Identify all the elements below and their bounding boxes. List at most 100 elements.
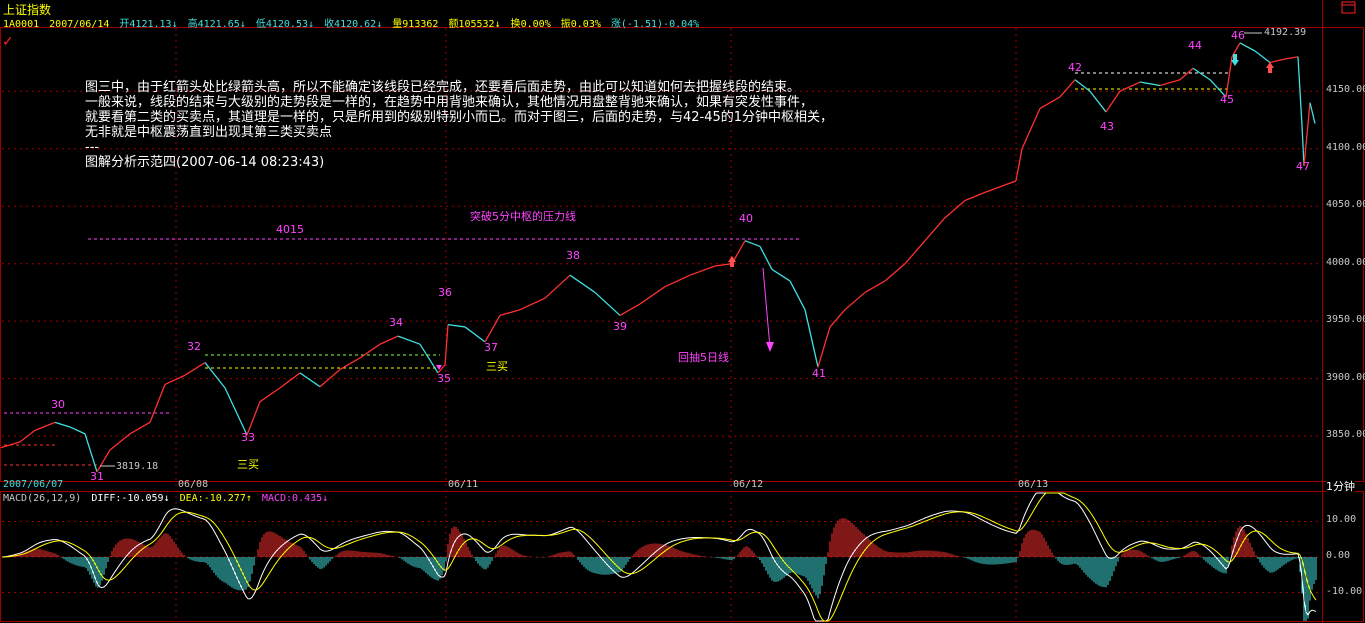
pressure-value-label: 4015 [276, 223, 304, 236]
price-segment [544, 274, 571, 299]
quote-info-bar: 1A0001 2007/06/14 开4121.13↓ 高4121.65↓ 低4… [3, 15, 703, 30]
amount: 额105532 [448, 19, 495, 30]
price-segment [519, 297, 546, 311]
third-buy-label-2: 三买 [486, 360, 508, 373]
price-segment [789, 280, 806, 310]
price-segment [444, 324, 449, 365]
pressure-line-label: 突破5分中枢的压力线 [470, 210, 576, 223]
pullback-arrow [762, 267, 771, 349]
price-segment [397, 335, 421, 345]
macd-y-tick-label: 0.00 [1326, 550, 1351, 561]
green-down-arrow [1231, 60, 1239, 66]
x-tick-label: 06/13 [1018, 479, 1049, 490]
price-segment [164, 374, 186, 386]
price-segment [319, 368, 341, 388]
price-segment [744, 240, 761, 248]
segment-label-36: 36 [438, 286, 452, 299]
annotation-line: 图解分析示范四(2007-06-14 08:23:43) [85, 155, 325, 170]
price-segment [224, 387, 248, 436]
price-segment [1074, 79, 1091, 92]
price-segment [594, 291, 621, 316]
price-segment [339, 357, 361, 371]
down-arrow-icon: ↓ [239, 19, 246, 30]
marker-35 [436, 365, 442, 370]
segment-label-39: 39 [613, 320, 627, 333]
price-segment [464, 326, 486, 343]
red-up-arrow-2-stem [1268, 68, 1272, 73]
amplitude: 振0.03% [560, 19, 601, 30]
price-segment [1179, 67, 1194, 81]
price-segment [1303, 102, 1311, 167]
turnover: 换0.00% [510, 19, 551, 30]
price-segment [359, 343, 381, 359]
price-segment [924, 217, 946, 242]
code: 1A0001 [3, 19, 40, 30]
price-segment [689, 265, 716, 276]
macd-y-tick-label: -10.00 [1326, 585, 1363, 597]
annotation-line: 一般来说，线段的结束与大级别的走势段是一样的，在趋势中用背驰来确认，其他情况用盘… [85, 95, 814, 110]
x-tick-label: 06/11 [448, 479, 479, 490]
macd-dea: DEA:-10.277 [179, 493, 246, 504]
annotation-text: 图三中，由于红箭头处比绿箭头高，所以不能确定该线段已经完成，还要看后面走势，由此… [85, 80, 1005, 170]
down-arrow-icon: ↓ [322, 493, 329, 504]
annotation-line: 就要看第二类的买卖点，其道理是一样的，只是所用到的级别特别小而已。而对于图三，后… [85, 110, 834, 125]
price-segment [944, 199, 966, 219]
price-segment [984, 180, 1017, 194]
up-arrow-icon: ↑ [245, 493, 252, 504]
annotation-line: --- [85, 140, 100, 155]
price-segment [1301, 125, 1305, 167]
price-segment [759, 246, 773, 270]
date: 2007/06/14 [49, 19, 110, 30]
price-segment [0, 441, 21, 449]
x-tick-label: 2007/06/07 [3, 479, 64, 490]
price-segment [204, 362, 226, 389]
price-segment [19, 429, 36, 443]
price-segment [379, 335, 399, 345]
price-segment [447, 323, 466, 328]
price-segment [884, 263, 906, 282]
high-price-label: 4192.39 [1264, 27, 1307, 38]
third-buy-label-1: 三买 [237, 458, 259, 471]
pullback-label: 回抽5日线 [678, 351, 729, 364]
segment-label-45: 45 [1220, 93, 1234, 106]
segment-label-43: 43 [1100, 120, 1114, 133]
red-up-arrow [728, 256, 736, 262]
macd-y-tick-label: 10.00 [1326, 514, 1357, 526]
price-segment [1015, 148, 1023, 182]
price-segment [1159, 79, 1181, 87]
close: 收4120.62 [324, 19, 377, 30]
price-segment [1225, 56, 1233, 98]
macd-value: MACD:0.435 [261, 493, 323, 504]
price-segment [639, 286, 666, 305]
red-up-arrow-2 [1266, 62, 1274, 68]
segment-label-33: 33 [241, 431, 255, 444]
price-segment [1284, 56, 1299, 60]
segment-label-42: 42 [1068, 61, 1082, 74]
price-segment [1269, 58, 1286, 64]
open: 开4121.13 [119, 19, 172, 30]
level-lines [4, 72, 1228, 466]
segment-label-35: 35 [437, 372, 451, 385]
macd-name: MACD(26,12,9) [3, 493, 82, 504]
annotation-line: 图三中，由于红箭头处比绿箭头高，所以不能确定该线段已经完成，还要看后面走势，由此… [85, 80, 801, 95]
segment-label-46: 46 [1231, 29, 1245, 42]
period-label[interactable]: 1分钟 [1326, 478, 1355, 494]
price-segment [1021, 108, 1041, 149]
macd-lines [1, 492, 1317, 622]
price-segment [84, 433, 98, 472]
green-down-arrow-stem [1233, 54, 1237, 60]
price-segment [184, 362, 206, 376]
price-segment [771, 268, 791, 282]
volume: 量913362 [392, 19, 439, 30]
segment-label-37: 37 [484, 341, 498, 354]
price-segment [1309, 102, 1316, 124]
down-arrow-icon: ↓ [376, 19, 383, 30]
checkmark-icon: ✓ [2, 34, 14, 50]
window-icon[interactable] [1340, 0, 1358, 14]
price-segment [437, 364, 446, 374]
down-arrow-icon: ↓ [308, 19, 315, 30]
y-tick-label: 4100.00 [1326, 141, 1365, 153]
price-segment [1209, 79, 1227, 98]
change: 涨(-1.51)-0.04% [610, 19, 700, 30]
